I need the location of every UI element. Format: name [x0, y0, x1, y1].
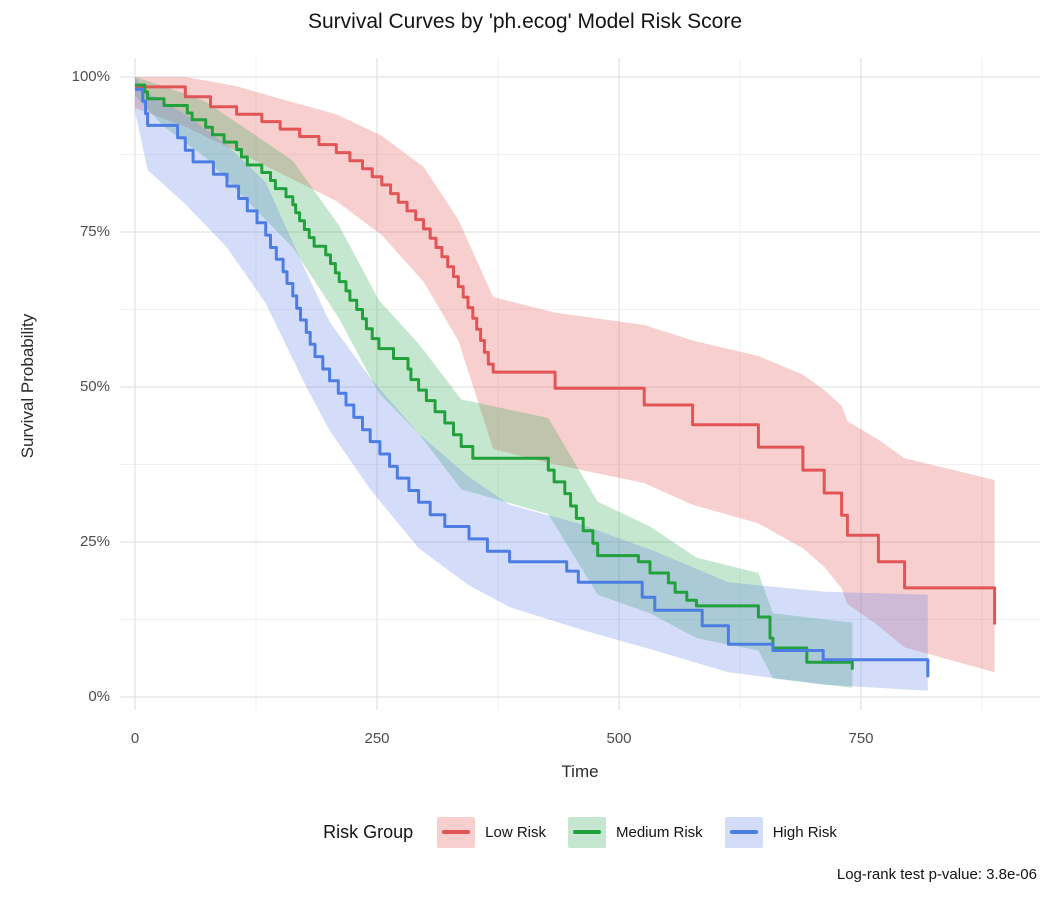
legend-item-low-risk: Low Risk: [437, 816, 546, 848]
y-tick-label-50%: 50%: [79, 378, 110, 395]
medium-risk-survival-curve: [135, 83, 854, 670]
high-risk-survival-curve: [135, 87, 930, 678]
legend-key-swatch: [437, 816, 476, 848]
legend-key-swatch: [724, 816, 763, 848]
legend: Risk Group Low Risk Medium Risk High Risk: [120, 810, 1040, 854]
x-axis-title: Time: [561, 762, 599, 781]
gridlines: [120, 58, 1040, 710]
low-risk-confidence-band: [135, 77, 995, 673]
legend-item-label: Low Risk: [485, 823, 546, 841]
legend-item-label: High Risk: [772, 823, 837, 841]
legend-item-label: Medium Risk: [616, 823, 703, 841]
y-axis-title: Survival Probability: [18, 313, 37, 459]
legend-key-line: [573, 830, 601, 834]
y-tick-label-25%: 25%: [79, 533, 110, 550]
legend-item-medium-risk: Medium Risk: [568, 816, 703, 848]
y-tick-label-100%: 100%: [71, 68, 110, 85]
caption-pvalue: Log-rank test p-value: 3.8e-06: [836, 866, 1037, 883]
confidence-bands: [135, 77, 995, 691]
survival-curves: [135, 83, 997, 678]
medium-risk-confidence-band: [135, 77, 853, 688]
chart-title: Survival Curves by 'ph.ecog' Model Risk …: [307, 10, 743, 33]
x-tick-label-500: 500: [606, 730, 632, 747]
x-tick-label-750: 750: [848, 730, 874, 747]
y-tick-label-0%: 0%: [88, 688, 110, 705]
y-tick-label-75%: 75%: [79, 223, 110, 240]
high-risk-confidence-band: [135, 77, 928, 691]
x-tick-label-250: 250: [364, 730, 390, 747]
low-risk-survival-curve: [135, 85, 997, 625]
legend-key-swatch: [568, 816, 606, 848]
legend-item-high-risk: High Risk: [724, 816, 837, 848]
x-tick-label-0: 0: [130, 730, 140, 747]
legend-title: Risk Group: [323, 821, 414, 842]
legend-key-line: [442, 830, 471, 834]
legend-key-line: [729, 830, 758, 834]
